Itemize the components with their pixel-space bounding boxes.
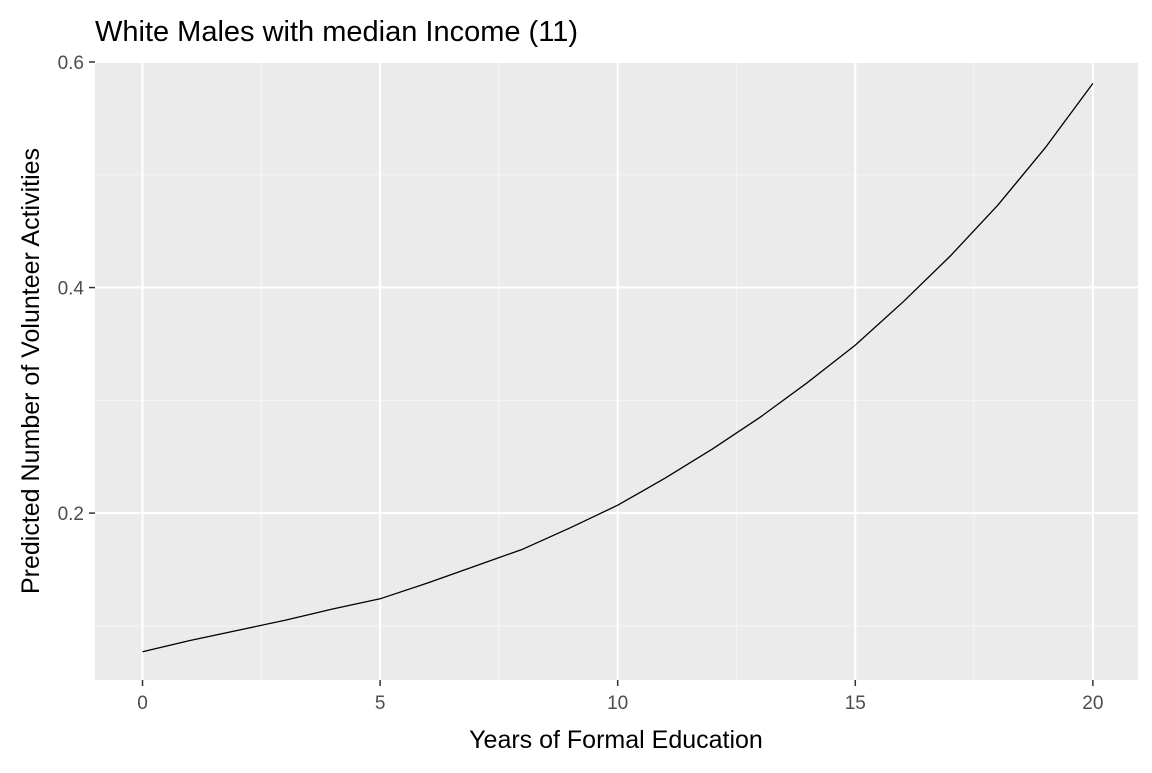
- grid-lines: [95, 61, 1138, 680]
- x-axis-title: Years of Formal Education: [469, 726, 763, 754]
- x-tick-label: 0: [137, 693, 148, 714]
- y-tick-label: 0.2: [58, 504, 84, 525]
- y-axis-title: Predicted Number of Volunteer Activities: [17, 148, 45, 594]
- plot-panel: [95, 62, 1138, 680]
- axis-ticks: 0 5 10 15 20 0.2 0.4 0.6: [58, 53, 1104, 714]
- x-tick-label: 15: [845, 693, 866, 714]
- y-tick-label: 0.4: [58, 279, 85, 300]
- series-line: [142, 83, 1094, 653]
- x-tick-label: 5: [375, 693, 386, 714]
- chart-title: White Males with median Income (11): [95, 16, 578, 48]
- series-layer: [142, 83, 1094, 653]
- x-tick-label: 10: [607, 693, 628, 714]
- y-tick-label: 0.6: [58, 53, 84, 74]
- x-tick-label: 20: [1082, 693, 1103, 714]
